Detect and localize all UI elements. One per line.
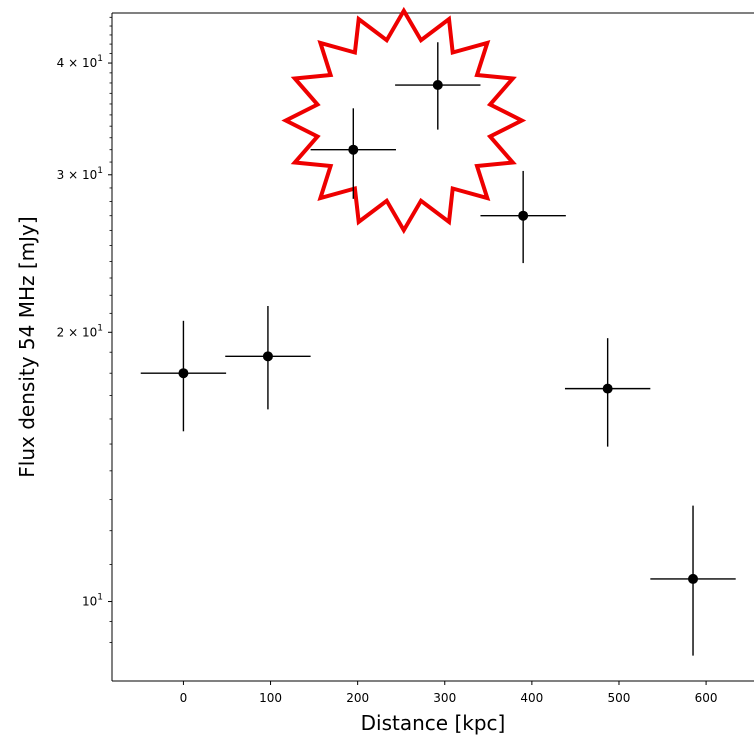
x-tick-label-5: 500 [608,691,631,705]
x-tick-label-2: 200 [346,691,369,705]
x-tick-label-1: 100 [259,691,282,705]
starburst-annotation [281,6,527,235]
data-point-1 [262,351,273,362]
x-tick-label-6: 600 [695,691,718,705]
data-point-3 [432,80,443,91]
y-tick-label-3: 4 × 101 [57,54,103,70]
y-axis-title: Flux density 54 MHz [mJy] [15,216,39,477]
y-tick-label-1: 2 × 101 [57,323,103,339]
x-axis-title: Distance [kpc] [361,711,506,735]
y-tick-label-0: 101 [82,593,103,609]
data-point-6 [688,573,699,584]
data-point-2 [348,144,359,155]
y-tick-label-2: 3 × 101 [57,166,103,182]
x-tick-label-0: 0 [180,691,188,705]
data-point-4 [518,210,529,221]
x-tick-label-3: 300 [433,691,456,705]
data-point-0 [178,368,189,379]
x-tick-label-4: 400 [520,691,543,705]
chart-marks: 0 100 200 300 400 500 600 101 2 × 101 3 × 101 4 × … [57,6,754,705]
data-point-5 [602,383,613,394]
